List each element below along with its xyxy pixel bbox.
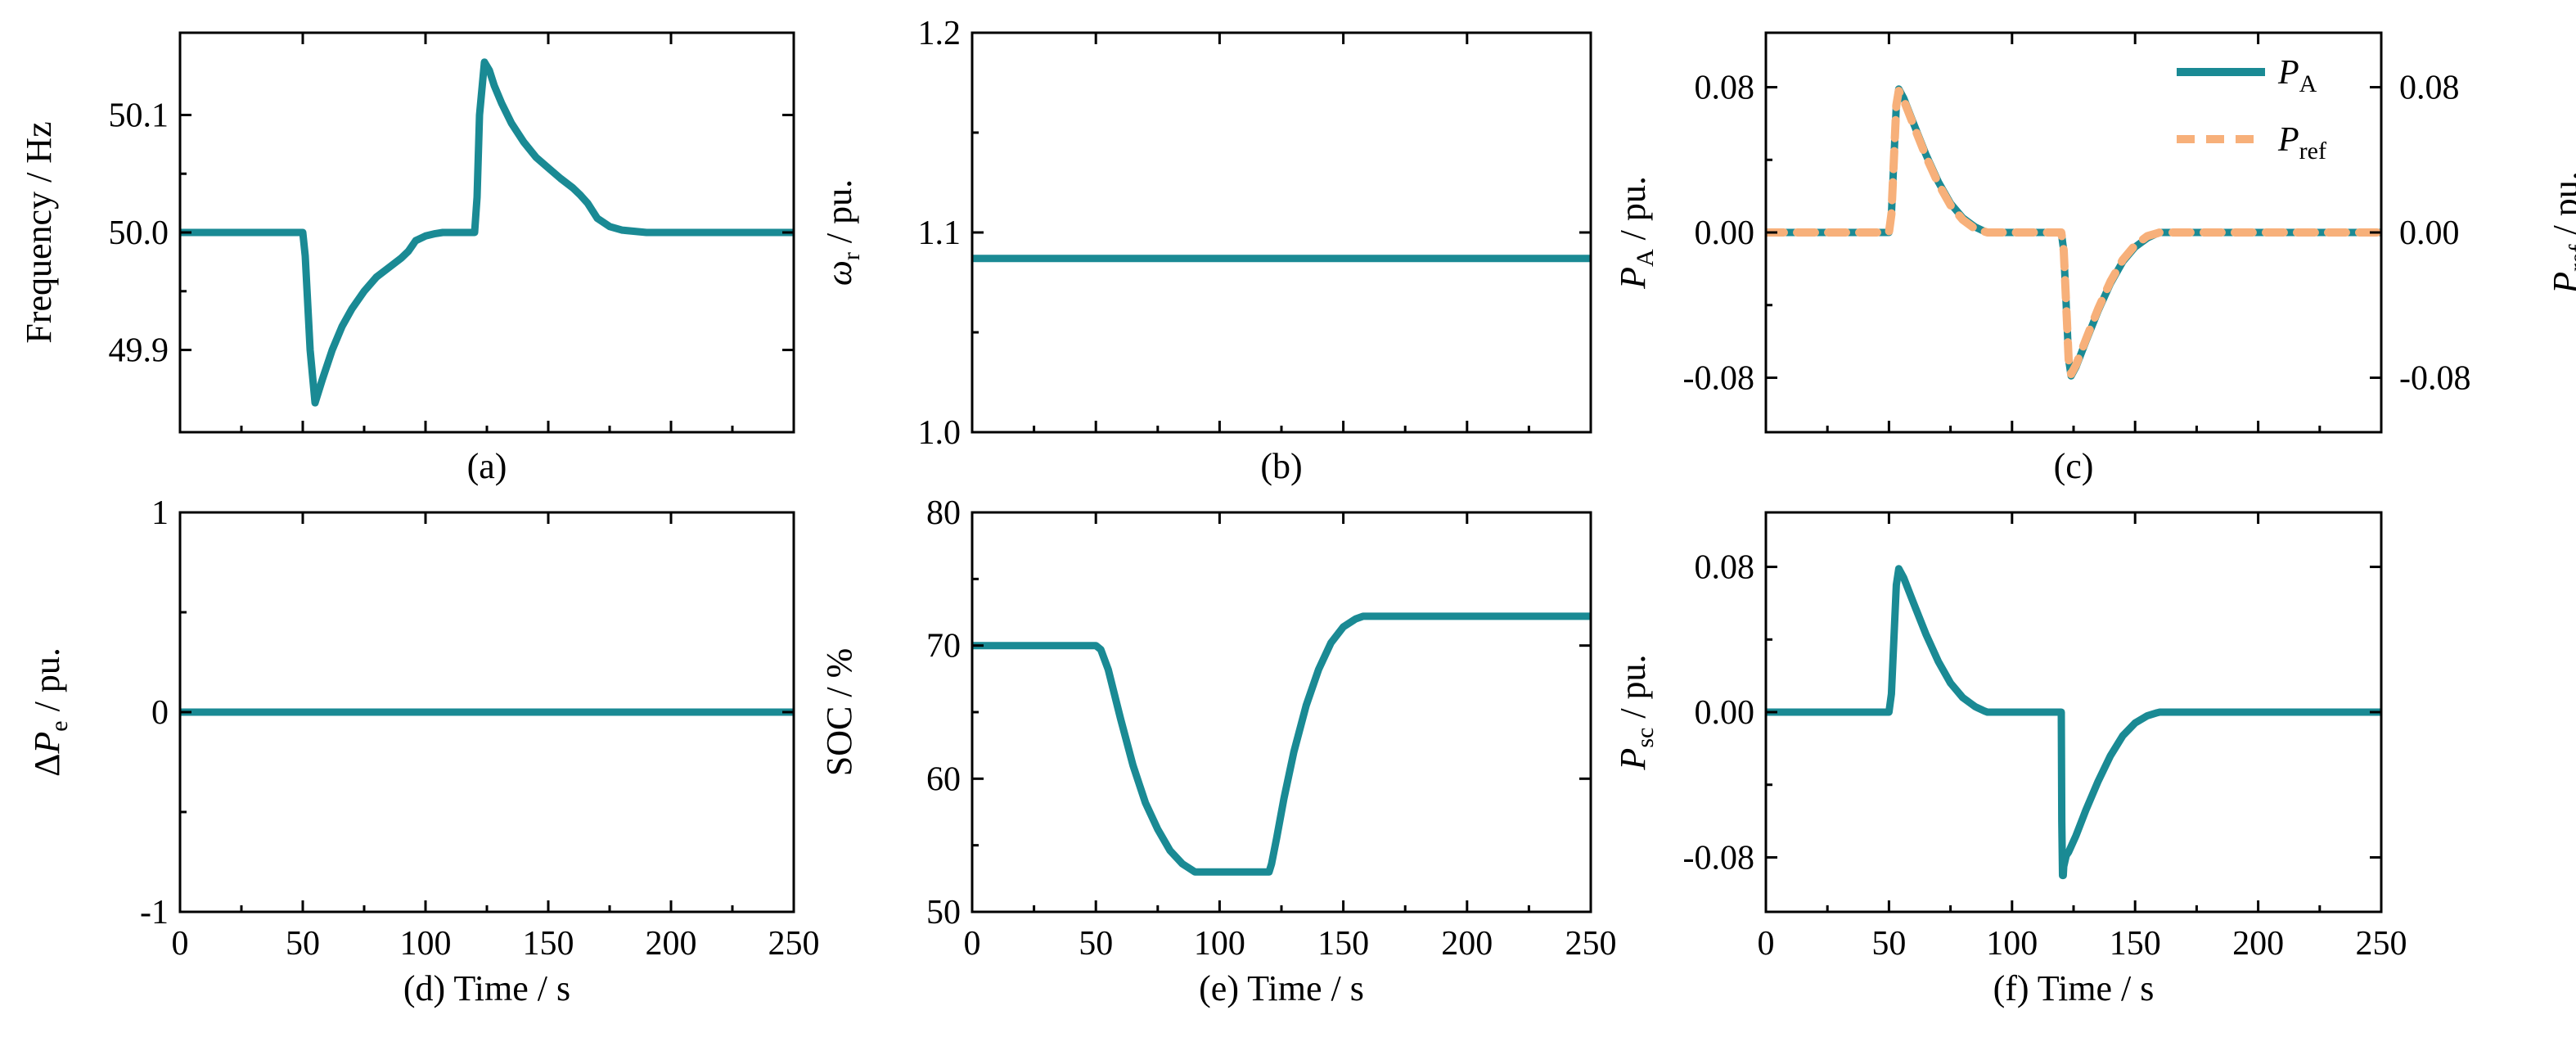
y-tick-label-c-0: -0.08 xyxy=(1683,359,1755,397)
x-tick-label-d-5: 250 xyxy=(768,925,820,963)
x-tick-label-f-0: 0 xyxy=(1758,925,1775,963)
series-line-e-0 xyxy=(972,612,1591,876)
caption-d: (d) Time / s xyxy=(403,968,570,1008)
x-tick-label-f-2: 100 xyxy=(1986,925,2038,963)
x-tick-label-d-2: 100 xyxy=(400,925,452,963)
y-right-tick-label-c-1: 0.00 xyxy=(2399,214,2460,252)
y-axis-label-b: ωr / pu. xyxy=(819,179,865,286)
plot-frame-b xyxy=(971,31,1592,434)
x-tick-label-e-3: 150 xyxy=(1317,925,1369,963)
legend-sub-c-0: A xyxy=(2299,70,2317,97)
y-axis-label-b-rest: / pu. xyxy=(819,179,859,252)
y-axis-label-d: ΔPe / pu. xyxy=(27,647,73,777)
legend-symbol-c-0: P xyxy=(2277,54,2299,92)
series-line-f-0 xyxy=(1766,565,2381,880)
y-axis-label-f-rest: / pu. xyxy=(1613,654,1653,727)
y-axis-label-b-symbol: ω xyxy=(819,260,859,286)
y-tick-label-b-0: 1.0 xyxy=(918,414,961,452)
x-tick-label-e-1: 50 xyxy=(1079,925,1113,963)
y-tick-label-c-1: 0.00 xyxy=(1695,214,1755,252)
y-tick-label-b-2: 1.2 xyxy=(918,15,961,52)
y-tick-label-d-2: 1 xyxy=(151,494,169,532)
x-tick-label-f-1: 50 xyxy=(1871,925,1906,963)
y-tick-label-f-2: 0.08 xyxy=(1695,549,1755,587)
legend-sub-c-1: ref xyxy=(2299,138,2326,165)
legend-symbol-c-1: P xyxy=(2277,121,2299,159)
y-axis-label-d-rest: / pu. xyxy=(27,647,67,720)
y-axis-label-c-rest: / pu. xyxy=(1613,176,1653,249)
panel-b: 1.0 1.1 1.2 ωr / pu. (b) xyxy=(819,15,1592,486)
x-tick-label-d-1: 50 xyxy=(286,925,320,963)
y-axis-label-d-prefix: Δ xyxy=(27,754,67,777)
y-tick-label-f-1: 0.00 xyxy=(1695,694,1755,732)
y-axis-label-f-symbol: P xyxy=(1613,748,1653,771)
y-tick-label-e-3: 80 xyxy=(926,494,961,532)
y-axis-label-c: PA / pu. xyxy=(1613,176,1659,290)
series-line-a-0 xyxy=(180,58,794,407)
y-axis-label-b-subscript: r xyxy=(838,252,865,260)
x-tick-label-d-3: 150 xyxy=(523,925,574,963)
panel-f: 0 50 100 150 200 250 -0.08 0.00 0.08 Psc / pu. (f)… xyxy=(1613,511,2407,1008)
caption-b: (b) xyxy=(1260,446,1302,486)
y-axis-right-label-c-symbol: P xyxy=(2546,272,2576,295)
x-tick-label-d-0: 0 xyxy=(172,925,189,963)
x-tick-label-e-4: 200 xyxy=(1441,925,1493,963)
caption-c: (c) xyxy=(2054,446,2094,486)
y-tick-label-c-2: 0.08 xyxy=(1695,70,1755,107)
x-tick-label-e-2: 100 xyxy=(1194,925,1245,963)
y-axis-label-c-symbol: P xyxy=(1613,267,1653,290)
y-tick-label-b-1: 1.1 xyxy=(918,214,961,252)
y-tick-label-f-0: -0.08 xyxy=(1683,839,1755,877)
y-axis-label-c-subscript: A xyxy=(1632,249,1659,267)
legend-label-c-0: PA xyxy=(2277,54,2317,97)
y-axis-label-f-subscript: sc xyxy=(1632,728,1659,748)
y-tick-label-a-0: 49.9 xyxy=(109,332,169,370)
x-tick-label-f-3: 150 xyxy=(2110,925,2161,963)
y-axis-label-f: Psc / pu. xyxy=(1613,654,1659,770)
y-tick-label-a-2: 50.1 xyxy=(109,97,169,134)
x-tick-label-e-5: 250 xyxy=(1565,925,1617,963)
y-tick-label-e-0: 50 xyxy=(926,894,961,931)
x-tick-label-f-5: 250 xyxy=(2356,925,2407,963)
y-axis-right-label-c: Pref / pu. xyxy=(2546,171,2576,294)
y-axis-right-label-c-subscript: ref xyxy=(2565,245,2576,272)
y-tick-label-d-1: 0 xyxy=(151,694,169,732)
legend-label-c-1: Pref xyxy=(2277,121,2326,165)
plot-frame-e xyxy=(971,511,1592,913)
caption-f: (f) Time / s xyxy=(1993,968,2155,1008)
y-axis-label-d-symbol: P xyxy=(27,732,67,755)
y-tick-label-e-2: 70 xyxy=(926,628,961,665)
y-right-tick-label-c-0: -0.08 xyxy=(2399,359,2471,397)
y-tick-label-d-0: -1 xyxy=(140,894,169,931)
y-axis-right-label-c-rest: / pu. xyxy=(2546,171,2576,244)
x-tick-label-e-0: 0 xyxy=(964,925,981,963)
caption-a: (a) xyxy=(467,446,507,486)
y-axis-label-a: Frequency / Hz xyxy=(19,121,59,343)
y-tick-label-a-1: 50.0 xyxy=(109,214,169,252)
panel-a: 49.9 50.0 50.1 Frequency / Hz (a) xyxy=(19,31,795,486)
y-axis-label-e: SOC / % xyxy=(819,648,859,776)
y-right-tick-label-c-2: 0.08 xyxy=(2399,70,2460,107)
series-line-c-1 xyxy=(1766,87,2381,378)
y-axis-label-d-subscript: e xyxy=(46,720,73,731)
x-tick-label-f-4: 200 xyxy=(2232,925,2284,963)
caption-e: (e) Time / s xyxy=(1199,968,1364,1008)
y-tick-label-e-1: 60 xyxy=(926,760,961,798)
x-tick-label-d-4: 200 xyxy=(646,925,697,963)
